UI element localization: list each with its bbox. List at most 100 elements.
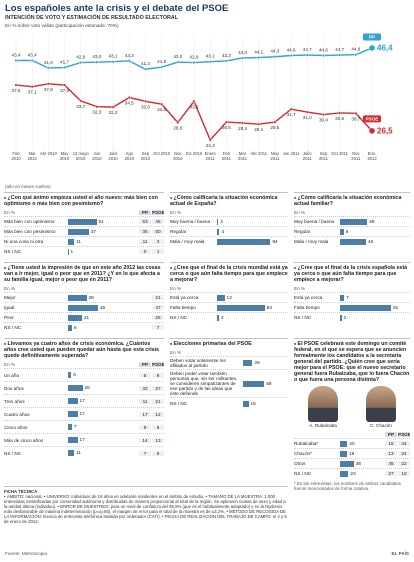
- subtitle: INTENCIÓN DE VOTO Y ESTIMACIÓN DE RESULT…: [5, 15, 179, 21]
- unit-row: En %: [170, 209, 288, 216]
- value-label: 28,1: [254, 127, 263, 132]
- point: [63, 83, 67, 87]
- value-label: 41,7: [60, 60, 69, 65]
- x-tick-label: Ene. 2012: [367, 151, 377, 161]
- question: ¿Tiene usted la impresión de que en este…: [4, 265, 164, 283]
- bar-area: 45: [68, 304, 151, 311]
- bar-area: 17: [68, 398, 138, 404]
- unit-row: En %: [294, 209, 410, 216]
- bar: [340, 470, 349, 477]
- point: [257, 56, 261, 60]
- bar: [340, 238, 366, 245]
- row-label: Falta tiempo: [170, 305, 196, 310]
- bar-value: 38: [355, 460, 361, 466]
- x-tick-label: Feb 2011: [221, 151, 231, 161]
- bar-area: 1: [68, 248, 138, 255]
- x-tick-label: Jun 2010: [92, 151, 102, 161]
- value-label: 24,3: [206, 143, 215, 148]
- row-label: NS / NC: [170, 401, 188, 406]
- row-label: Mejor: [4, 295, 16, 300]
- bar-value: 45: [99, 304, 106, 310]
- cell-value: 10: [398, 471, 410, 476]
- row-label: Tres años: [4, 398, 25, 404]
- row: Igual 45 47: [4, 302, 164, 312]
- bar: [340, 294, 345, 301]
- bar-area: 84: [217, 304, 288, 311]
- point: [289, 53, 293, 57]
- cell-value: 17: [139, 411, 151, 417]
- legend-swatch: [363, 33, 381, 41]
- row: Dos años 26 32 27: [4, 381, 164, 394]
- row-label: Dos años: [4, 385, 24, 391]
- value-label: 32,2: [109, 110, 118, 115]
- bar-value: 7: [346, 294, 349, 300]
- cell-value: 13: [385, 451, 397, 456]
- unit-row: En % PP PSOE: [4, 209, 164, 216]
- bar: [243, 380, 265, 387]
- point: [111, 105, 115, 109]
- unit: En %: [4, 210, 15, 215]
- bar-value: 2: [220, 218, 223, 224]
- value-label: 41,3: [141, 61, 150, 66]
- question: ¿Cómo calificaría la situación económica…: [170, 195, 288, 207]
- point: [14, 58, 18, 62]
- value-label: 44,6: [287, 47, 296, 52]
- bar-area: 20: [340, 440, 384, 447]
- cell-value: 11: [139, 239, 151, 244]
- bar: [340, 314, 342, 321]
- row-label: NS / NC: [294, 315, 312, 320]
- bar: [243, 400, 249, 407]
- bar: [340, 450, 348, 457]
- row-label: Muy buena / buena: [170, 219, 211, 224]
- row: Regular 6: [294, 226, 410, 236]
- bar-value: 19: [349, 450, 355, 456]
- bar-area: 26: [243, 360, 288, 366]
- panel: ¿Cree que el final de la crisis mundial …: [170, 262, 288, 336]
- cell-value: 9: [152, 450, 164, 456]
- unit: En %: [170, 210, 181, 215]
- point: [79, 99, 83, 103]
- row: Regular 4: [170, 226, 288, 236]
- footnote: * En las entrevistas, los nombres de amb…: [294, 481, 401, 491]
- point: [63, 66, 67, 70]
- unit-row: En %: [170, 349, 288, 356]
- point: [176, 121, 180, 125]
- row-label: Regular: [294, 229, 311, 234]
- photo-caption: C. Chacón: [370, 423, 392, 428]
- row-label: NS / NC: [4, 325, 22, 330]
- bar-area: 7: [340, 294, 410, 301]
- row-label: Deben poder votar también personas que, …: [170, 371, 238, 396]
- cell-value: 12: [152, 411, 164, 417]
- point: [208, 60, 212, 64]
- value-label: 34,5: [125, 101, 134, 106]
- bar: [243, 360, 253, 366]
- row: Rubalcaba* 20 15 44: [294, 438, 410, 448]
- cell-value: 14: [139, 437, 151, 443]
- bar-value: 13: [226, 294, 232, 300]
- bar-area: 46: [340, 238, 410, 245]
- bar: [340, 460, 354, 467]
- value-label: 43,3: [125, 53, 134, 58]
- x-tick-label: Feb 2010: [11, 151, 21, 161]
- x-tick-label: Enero 2011: [204, 151, 216, 161]
- row-label: Rubalcaba*: [294, 441, 319, 446]
- point: [305, 110, 309, 114]
- row: Chacón* 19 13 24: [294, 448, 410, 458]
- cell-value: 46: [152, 219, 164, 224]
- brand: EL PAÍS: [391, 551, 409, 556]
- row: Tres años 17 11 21: [4, 394, 164, 407]
- x-tick-label: Dic 2010: [185, 151, 203, 156]
- bar-area: 7: [68, 424, 138, 430]
- bar: [217, 314, 219, 321]
- row-label: Deben votar solamente los afiliados al p…: [170, 358, 226, 368]
- row-label: NS / NC: [4, 450, 22, 456]
- bar-area: 15: [243, 400, 288, 407]
- row-label: Peor: [4, 315, 14, 320]
- point: [160, 102, 164, 106]
- bar: [340, 218, 368, 225]
- value-label: 32,9: [157, 107, 166, 112]
- point: [127, 59, 131, 63]
- point: [14, 83, 18, 87]
- value-label: 30,4: [319, 118, 328, 123]
